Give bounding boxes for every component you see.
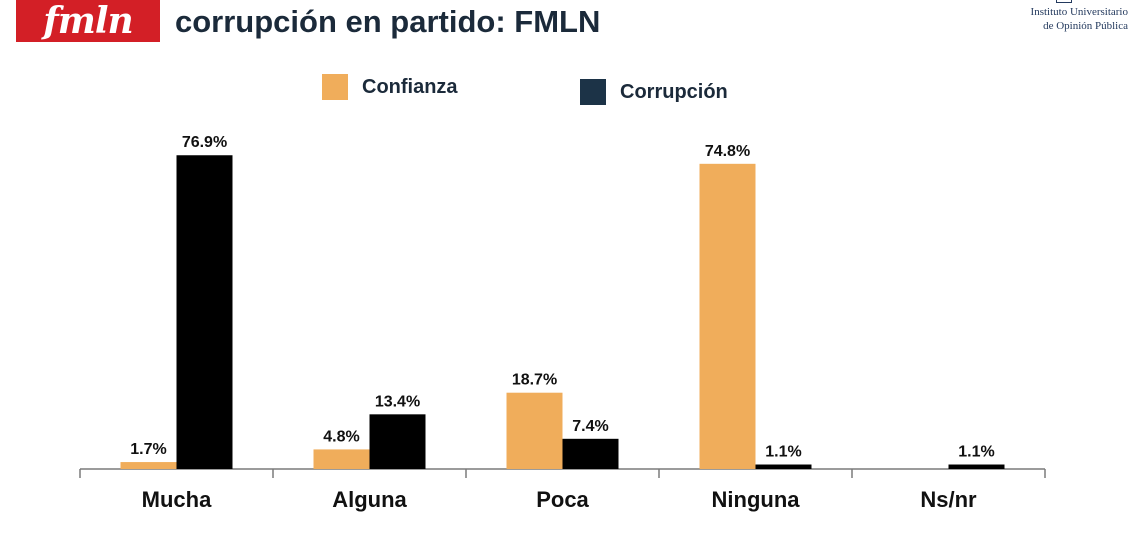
- bar-confianza: [120, 462, 177, 469]
- institute-line-1: Instituto Universitario: [1030, 6, 1128, 18]
- bar-confianza: [699, 163, 756, 470]
- bar-confianza: [506, 392, 563, 469]
- legend-label-corrupcion: Corrupción: [620, 80, 728, 103]
- data-label-corrupcion: 7.4%: [572, 418, 608, 435]
- institute-emblem-icon: [1056, 0, 1072, 3]
- legend-swatch-confianza: [322, 74, 348, 100]
- bar-corrupcion: [948, 464, 1005, 469]
- category-label: Poca: [536, 487, 589, 512]
- category-label: Alguna: [332, 487, 407, 512]
- data-label-corrupcion: 13.4%: [375, 393, 420, 410]
- category-label: Ns/nr: [920, 487, 977, 512]
- data-label-confianza: 1.7%: [130, 441, 166, 458]
- bar-corrupcion: [562, 438, 619, 469]
- bar-corrupcion: [369, 414, 426, 469]
- bar-corrupcion: [755, 464, 812, 469]
- data-label-corrupcion: 1.1%: [958, 444, 994, 461]
- fmln-logo: fmln: [16, 0, 160, 42]
- legend-item-corrupcion: Corrupción: [580, 79, 728, 105]
- category-label: Ninguna: [712, 487, 801, 512]
- data-label-confianza: 74.8%: [705, 143, 750, 160]
- category-label: Mucha: [142, 487, 212, 512]
- institute-logo: Instituto Universitario de Opinión Públi…: [988, 0, 1128, 34]
- bar-confianza: [313, 449, 370, 469]
- legend-swatch-corrupcion: [580, 79, 606, 105]
- page-title: corrupción en partido: FMLN: [175, 4, 601, 39]
- bar-corrupcion: [176, 155, 233, 470]
- data-label-corrupcion: 76.9%: [182, 134, 227, 151]
- legend-label-confianza: Confianza: [362, 75, 458, 98]
- data-label-confianza: 4.8%: [323, 428, 359, 445]
- institute-line-2: de Opinión Pública: [1043, 19, 1128, 32]
- legend-item-confianza: Confianza: [322, 74, 458, 100]
- data-label-confianza: 18.7%: [512, 372, 557, 389]
- data-label-corrupcion: 1.1%: [765, 444, 801, 461]
- logo-text: fmln: [43, 0, 133, 42]
